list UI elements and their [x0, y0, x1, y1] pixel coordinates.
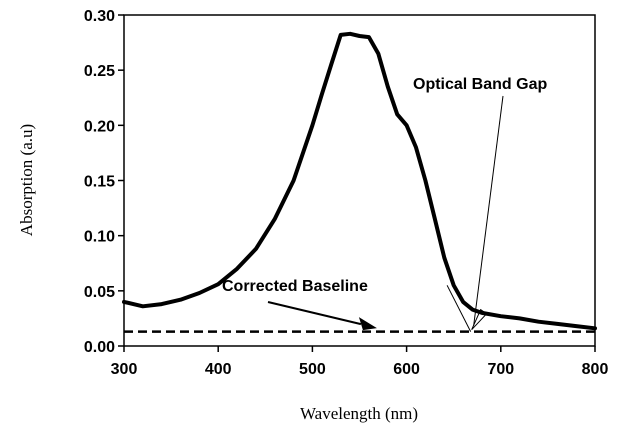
x-tick-labels: 300 400 500 600 700 800	[111, 361, 609, 378]
y-tick-labels: 0.00 0.05 0.10 0.15 0.20 0.25 0.30	[84, 8, 115, 356]
x-tick-label: 800	[582, 361, 609, 378]
x-tick-label: 500	[299, 361, 326, 378]
y-tick-label: 0.15	[84, 174, 115, 191]
tick-marks	[118, 14, 596, 352]
x-tick-label: 400	[205, 361, 232, 378]
x-axis-title: Wavelength (nm)	[300, 404, 418, 423]
tangent-line	[446, 285, 472, 332]
x-tick-label: 300	[111, 361, 138, 378]
y-tick-label: 0.30	[84, 8, 115, 25]
y-tick-label: 0.20	[84, 118, 115, 135]
y-tick-label: 0.00	[84, 339, 115, 356]
band-gap-arrow-line	[473, 95, 504, 326]
x-tick-label: 700	[487, 361, 514, 378]
y-tick-label: 0.05	[84, 284, 115, 301]
baseline-annotation: Corrected Baseline	[222, 278, 368, 295]
band-gap-arrow-head	[471, 308, 488, 330]
absorption-series-line	[122, 31, 597, 331]
annotation-lines	[124, 95, 595, 333]
x-tick-label: 600	[393, 361, 420, 378]
y-tick-label: 0.25	[84, 63, 115, 80]
band-gap-annotation: Optical Band Gap	[413, 76, 547, 93]
baseline-arrow-head	[358, 317, 377, 331]
y-tick-label: 0.10	[84, 229, 115, 246]
series-group	[122, 31, 597, 331]
y-axis-title: Absorption (a.u)	[17, 124, 36, 236]
baseline-arrow-line	[267, 301, 362, 326]
